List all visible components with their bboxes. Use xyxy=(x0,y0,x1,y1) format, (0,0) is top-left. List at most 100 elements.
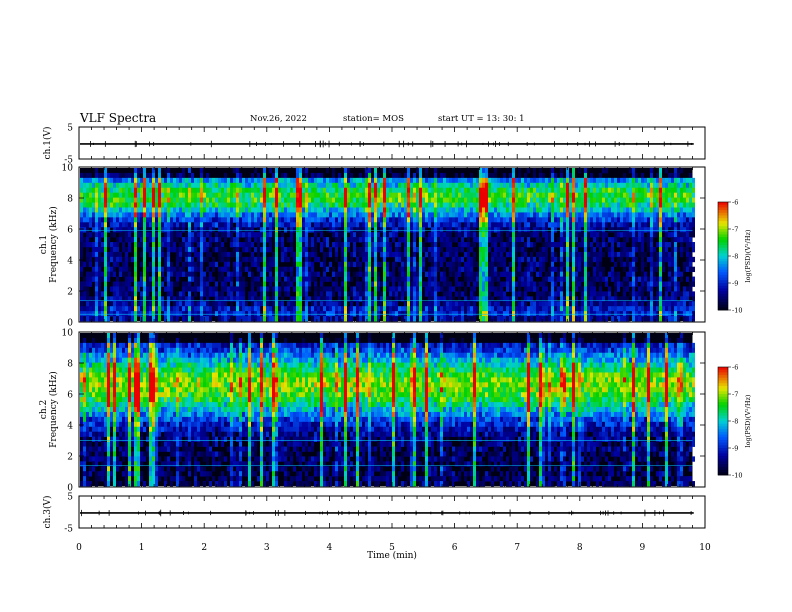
spectrogram-cell xyxy=(293,276,296,282)
spectrogram-cell xyxy=(200,222,203,228)
spectrogram-cell xyxy=(554,212,557,218)
spectrogram-cell xyxy=(236,172,239,179)
spectrogram-cell xyxy=(545,207,548,213)
spectrogram-cell xyxy=(488,271,491,277)
spectrogram-cell xyxy=(113,207,116,213)
spectrogram-cell xyxy=(269,207,272,213)
spectrogram-cell xyxy=(188,172,191,179)
spectrogram-cell xyxy=(398,172,401,179)
spectrogram-cell xyxy=(461,182,464,189)
spectrogram-cell xyxy=(581,266,584,273)
spectrogram-cell xyxy=(185,212,188,218)
spectrogram-cell xyxy=(323,197,326,203)
spectrogram-cell xyxy=(410,306,413,312)
spectrogram-cell xyxy=(341,227,344,233)
spectrogram-cell xyxy=(101,276,104,282)
spectrogram-cell xyxy=(347,306,350,312)
spectrogram-cell xyxy=(311,242,314,248)
spectrogram-cell xyxy=(347,222,350,228)
spectrogram-cell xyxy=(140,177,143,184)
spectrogram-cell xyxy=(476,207,479,213)
spectrogram-cell xyxy=(104,256,107,263)
spectrogram-cell xyxy=(359,217,362,223)
spectrogram-cell xyxy=(446,286,449,292)
spectrogram-cell xyxy=(245,316,248,322)
spectrogram-cell xyxy=(83,261,86,268)
spectrogram-cell xyxy=(323,316,326,322)
spectrogram-cell xyxy=(479,222,482,228)
spectrogram-cell xyxy=(143,306,146,312)
spectrogram-cell xyxy=(191,301,194,307)
spectrogram-cell xyxy=(155,291,158,297)
spectrogram-cell xyxy=(614,237,617,243)
spectrogram-cell xyxy=(548,202,551,208)
spectrogram-cell xyxy=(119,217,122,223)
spectrogram-cell xyxy=(224,256,227,263)
spectrogram-cell xyxy=(326,237,329,243)
spectrogram-cell xyxy=(395,251,398,258)
spectrogram-cell xyxy=(380,311,383,317)
spectrogram-cell xyxy=(302,168,305,174)
spectrogram-cell xyxy=(407,242,410,248)
spectrogram-cell xyxy=(137,232,140,238)
spectrogram-cell xyxy=(623,202,626,208)
spectrogram-cell xyxy=(131,212,134,218)
spectrogram-cell xyxy=(530,296,533,302)
spectrogram-cell xyxy=(161,281,164,287)
spectrogram-cell xyxy=(146,276,149,282)
spectrogram-cell xyxy=(527,232,530,238)
spectrogram-cell xyxy=(173,187,176,194)
spectrogram-cell xyxy=(332,311,335,317)
spectrogram-cell xyxy=(374,207,377,213)
spectrogram-cell xyxy=(356,316,359,322)
spectrogram-cell xyxy=(287,256,290,263)
spectrogram-cell xyxy=(128,222,131,228)
spectrogram-cell xyxy=(299,286,302,292)
spectrogram-cell xyxy=(155,192,158,199)
spectrogram-cell xyxy=(599,261,602,268)
spectrogram-cell xyxy=(380,261,383,268)
spectrogram-cell xyxy=(335,177,338,184)
spectrogram-cell xyxy=(539,177,542,184)
spectrogram-cell xyxy=(521,291,524,297)
spectrogram-cell xyxy=(185,296,188,302)
spectrogram-cell xyxy=(119,172,122,179)
spectrogram-cell xyxy=(278,187,281,194)
spectrogram-cell xyxy=(176,222,179,228)
spectrogram-cell xyxy=(482,286,485,292)
spectrogram-cell xyxy=(560,286,563,292)
spectrogram-cell xyxy=(488,237,491,243)
spectrogram-cell xyxy=(509,232,512,238)
spectrogram-cell xyxy=(236,246,239,253)
spectrogram-cell xyxy=(89,242,92,248)
spectrogram-cell xyxy=(440,281,443,287)
spectrogram-cell xyxy=(197,197,200,203)
spectrogram-cell xyxy=(299,187,302,194)
spectrogram-cell xyxy=(350,261,353,268)
spectrogram-cell xyxy=(308,227,311,233)
spectrogram-cell xyxy=(533,207,536,213)
spectrogram-cell xyxy=(191,202,194,208)
spectrogram-cell xyxy=(245,182,248,189)
spectrogram-cell xyxy=(299,202,302,208)
spectrogram-cell xyxy=(356,237,359,243)
spectrogram-cell xyxy=(89,276,92,282)
spectrogram-cell xyxy=(383,222,386,228)
spectrogram-cell xyxy=(389,301,392,307)
spectrogram-cell xyxy=(209,261,212,268)
spectrogram-cell xyxy=(281,232,284,238)
spectrogram-cell xyxy=(203,281,206,287)
spectrogram-cell xyxy=(512,306,515,312)
figure-title: VLF Spectra xyxy=(80,111,157,125)
spectrogram-cell xyxy=(155,301,158,307)
spectrogram-cell xyxy=(443,212,446,218)
spectrogram-cell xyxy=(605,222,608,228)
spectrogram-cell xyxy=(482,217,485,223)
spectrogram-cell xyxy=(431,281,434,287)
spectrogram-cell xyxy=(569,187,572,194)
spectrogram-cell xyxy=(98,256,101,263)
spectrogram-cell xyxy=(308,192,311,199)
spectrogram-cell xyxy=(596,212,599,218)
spectrogram-cell xyxy=(512,207,515,213)
spectrogram-cell xyxy=(110,197,113,203)
